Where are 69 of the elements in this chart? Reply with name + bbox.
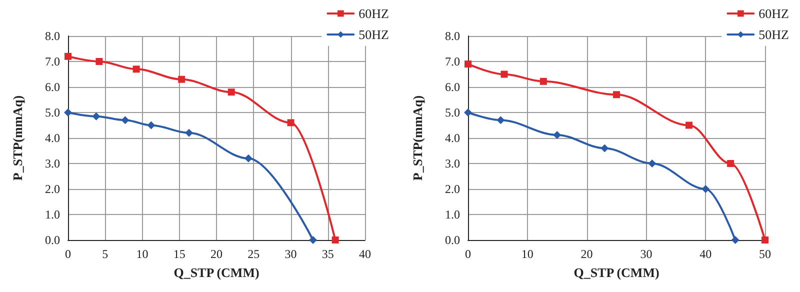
y-tick-label: 6.0 <box>445 80 460 94</box>
point <box>464 60 472 68</box>
point <box>731 236 740 244</box>
point <box>228 88 235 96</box>
x-tick-label: 40 <box>359 247 371 261</box>
y-tick-label: 7.0 <box>445 54 460 68</box>
point <box>648 160 656 168</box>
point <box>600 144 609 152</box>
point <box>496 116 505 124</box>
x-tick-label: 35 <box>322 247 334 261</box>
point <box>685 122 692 129</box>
point <box>244 154 252 162</box>
y-tick-label: 7.0 <box>45 54 60 68</box>
x-tick-label: 40 <box>700 247 712 261</box>
point <box>64 108 72 116</box>
x-tick-label: 10 <box>521 247 534 261</box>
x-tick-label: 5 <box>102 247 108 261</box>
y-tick-label: 8.0 <box>445 29 460 43</box>
x-axis-title: Q_STP (CMM) <box>574 265 660 280</box>
legend-label: 50HZ <box>358 27 390 42</box>
y-tick-label: 4.0 <box>445 131 460 145</box>
y-tick-label: 5.0 <box>445 106 460 120</box>
point <box>500 70 508 78</box>
point <box>132 66 140 73</box>
point <box>96 58 103 65</box>
point <box>540 78 547 85</box>
x-tick-label: 0 <box>65 247 71 261</box>
y-tick-label: 0.0 <box>445 233 460 247</box>
y-axis-title: P_STP(mmAq) <box>410 95 425 181</box>
point <box>762 236 768 244</box>
point <box>553 130 562 139</box>
point <box>702 185 710 193</box>
point <box>309 236 318 244</box>
x-tick-label: 50 <box>759 247 771 261</box>
point <box>464 108 472 116</box>
x-tick-label: 20 <box>580 247 593 261</box>
x-tick-label: 30 <box>284 247 297 261</box>
x-tick-label: 20 <box>210 247 222 261</box>
y-tick-label: 3.0 <box>45 156 60 170</box>
x-tick-label: 10 <box>136 247 148 261</box>
y-tick-label: 5.0 <box>45 106 60 120</box>
y-tick-label: 4.0 <box>45 131 60 145</box>
y-tick-label: 8.0 <box>45 29 60 43</box>
legend-label: 50HZ <box>758 27 790 42</box>
y-tick-label: 2.0 <box>45 182 60 196</box>
point <box>121 116 130 124</box>
point <box>178 76 186 83</box>
point <box>92 112 100 120</box>
legend-label: 60HZ <box>758 6 790 21</box>
y-tick-label: 3.0 <box>445 156 460 170</box>
point <box>287 119 294 126</box>
point <box>727 160 734 167</box>
y-tick-label: 1.0 <box>445 208 460 222</box>
y-tick-label: 1.0 <box>45 208 60 222</box>
x-tick-label: 0 <box>465 247 471 261</box>
y-tick-label: 6.0 <box>45 80 60 94</box>
x-tick-label: 15 <box>173 247 186 261</box>
y-tick-label: 0.0 <box>45 233 60 247</box>
x-axis-title: Q_STP (CMM) <box>174 265 260 280</box>
y-axis-title: P_STP(mmAq) <box>10 95 25 181</box>
legend-label: 60HZ <box>358 6 390 21</box>
point <box>185 128 194 137</box>
point <box>332 236 339 244</box>
x-tick-label: 25 <box>248 247 260 261</box>
point <box>613 91 620 98</box>
y-tick-label: 2.0 <box>445 182 460 196</box>
point <box>147 121 156 130</box>
x-tick-label: 30 <box>640 247 652 261</box>
point <box>64 52 72 60</box>
